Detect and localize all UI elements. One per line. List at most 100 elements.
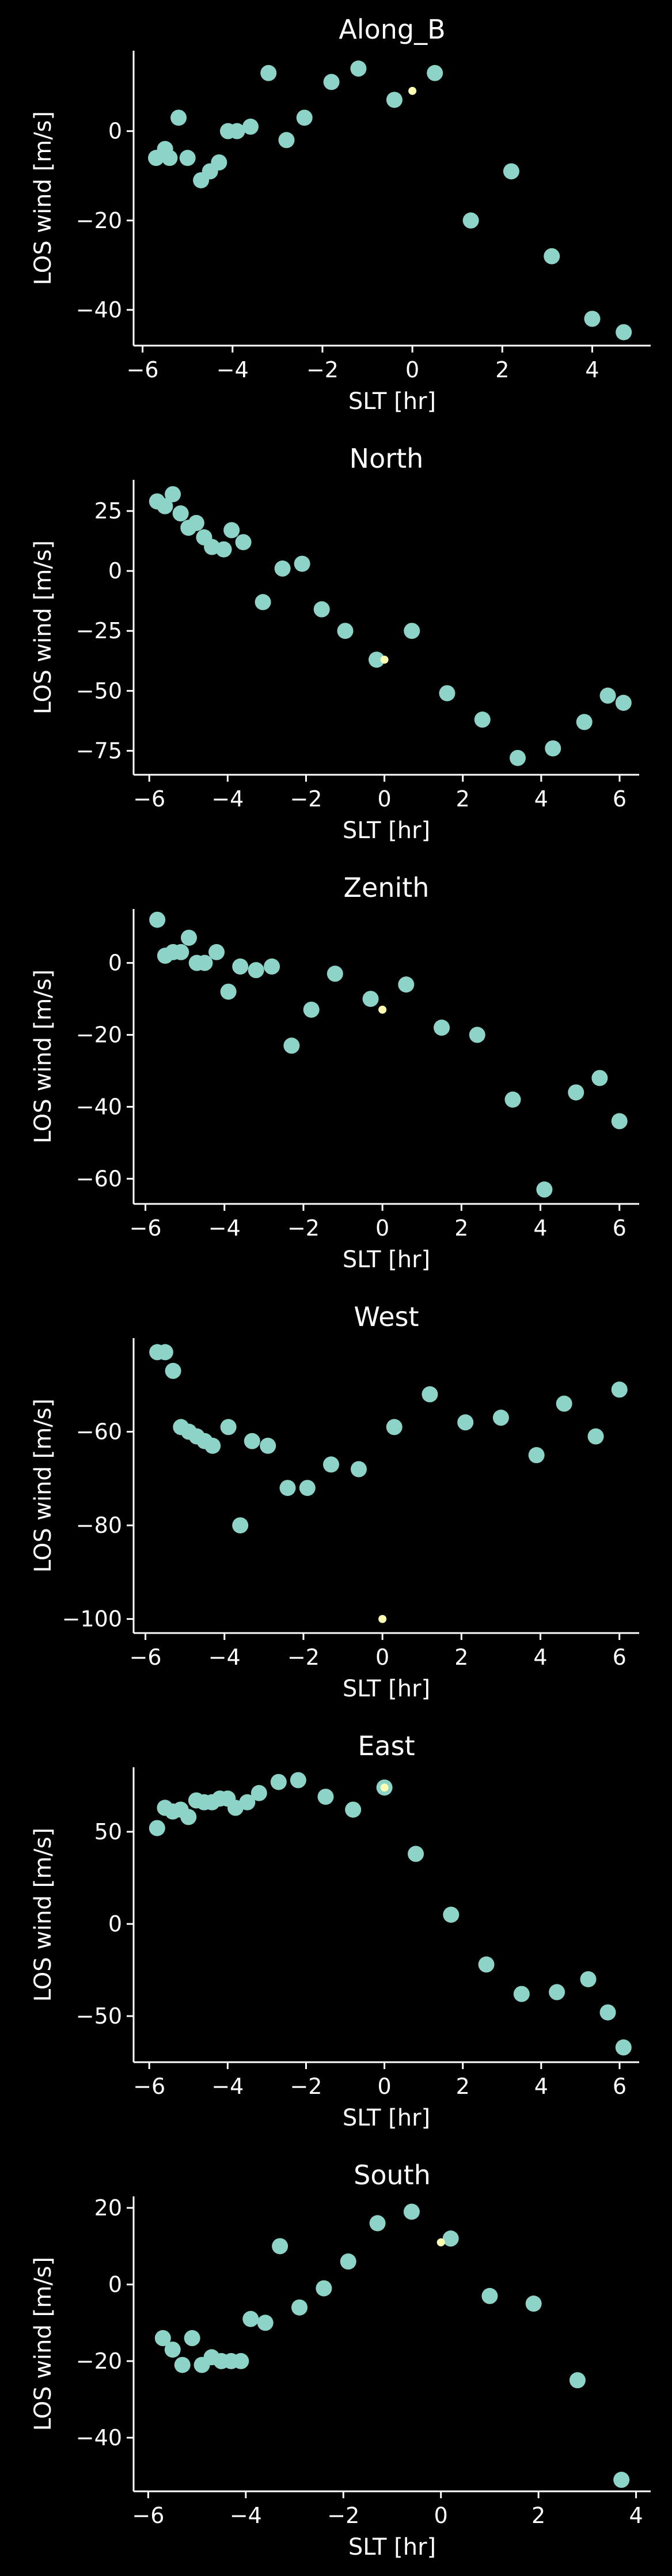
y-tick-label: −50 [76, 678, 122, 703]
data-point [478, 1956, 495, 1973]
data-point [172, 505, 189, 522]
data-point [580, 1971, 597, 1987]
y-axis-label: LOS wind [m/s] [30, 2257, 56, 2431]
x-tick-label: −4 [208, 1645, 241, 1670]
data-point [233, 2353, 249, 2369]
data-points [149, 486, 632, 766]
y-tick-label: −60 [76, 1166, 122, 1191]
x-tick-label: −4 [211, 2074, 244, 2099]
data-point [337, 623, 354, 639]
data-point [164, 2341, 181, 2358]
y-tick-label: −40 [76, 1094, 122, 1119]
highlight-point [378, 1005, 387, 1014]
data-point [368, 651, 385, 668]
y-tick-label: −40 [76, 297, 122, 323]
highlight-point [380, 656, 389, 664]
x-tick-label: 6 [613, 786, 627, 812]
data-point [260, 1437, 276, 1454]
data-point [462, 212, 479, 229]
x-tick-label: −6 [133, 786, 165, 812]
data-point [350, 60, 367, 77]
data-point [184, 2330, 200, 2347]
data-point [611, 1381, 628, 1398]
y-tick-label: −75 [76, 738, 122, 763]
data-point [599, 2004, 616, 2021]
data-point [204, 1437, 221, 1454]
data-point [165, 1362, 181, 1379]
data-point [403, 2203, 420, 2220]
data-point [232, 1517, 249, 1534]
data-point [173, 944, 189, 960]
x-tick-label: −2 [290, 786, 322, 812]
x-tick-label: 0 [378, 2074, 392, 2099]
x-tick-label: −2 [306, 357, 339, 382]
data-point [434, 1020, 450, 1036]
data-point [545, 740, 561, 757]
data-point [294, 555, 310, 572]
y-axis-label: LOS wind [m/s] [30, 111, 56, 285]
x-tick-label: 6 [613, 1215, 627, 1241]
data-points [148, 60, 632, 340]
data-point [510, 749, 526, 766]
x-tick-label: 4 [585, 357, 599, 382]
data-points [149, 1344, 628, 1534]
x-tick-label: 0 [378, 786, 392, 812]
x-tick-label: −2 [287, 1645, 320, 1670]
highlight-point [408, 86, 417, 95]
data-point [157, 1344, 173, 1361]
data-point [154, 2330, 171, 2347]
data-point [274, 560, 291, 577]
data-point [591, 1070, 608, 1086]
data-point [270, 1774, 287, 1790]
data-point [569, 2372, 586, 2389]
x-tick-label: −4 [208, 1215, 241, 1241]
y-tick-label: −40 [76, 2425, 122, 2450]
x-tick-label: 0 [434, 2503, 448, 2528]
data-point [196, 954, 213, 971]
data-point [513, 1986, 530, 2002]
data-point [408, 1846, 424, 1862]
data-point [427, 65, 443, 81]
data-point [180, 1809, 197, 1825]
x-axis-label: SLT [hr] [348, 2534, 436, 2560]
x-tick-label: 2 [454, 1215, 468, 1241]
data-point [469, 1026, 485, 1043]
data-point [611, 1113, 628, 1130]
data-point [504, 1091, 521, 1108]
data-point [474, 711, 491, 728]
data-point [299, 1480, 316, 1497]
y-tick-label: 0 [108, 1911, 122, 1937]
data-point [584, 310, 601, 327]
data-point [536, 1181, 553, 1198]
data-point [208, 944, 225, 960]
data-point [291, 2299, 308, 2316]
x-tick-label: −4 [217, 357, 249, 382]
data-point [386, 92, 403, 108]
data-point [576, 714, 593, 730]
data-point [239, 1794, 256, 1810]
chart-title: Zenith [344, 872, 430, 903]
data-point [442, 2230, 459, 2247]
data-point [174, 2357, 191, 2373]
data-point [587, 1428, 604, 1445]
y-axis-label: LOS wind [m/s] [30, 969, 56, 1143]
highlight-point [436, 2238, 445, 2247]
data-point [223, 522, 240, 539]
y-tick-label: 0 [108, 2272, 122, 2297]
data-point [503, 163, 519, 180]
x-tick-label: −2 [287, 1215, 320, 1241]
chart-panel-4: East −6 −4 −2 0 2 4 6 −50 0 50 SLT [hr] LOS wind [m/… [30, 1730, 639, 2131]
data-point [599, 687, 616, 704]
data-point [345, 1801, 362, 1818]
data-point [179, 150, 196, 166]
x-tick-label: −2 [290, 2074, 322, 2099]
data-point [260, 65, 277, 81]
data-point [220, 983, 237, 1000]
chart-title: Along_B [339, 14, 445, 45]
data-point [220, 1419, 237, 1435]
data-point [149, 1820, 165, 1836]
data-point [161, 150, 178, 166]
